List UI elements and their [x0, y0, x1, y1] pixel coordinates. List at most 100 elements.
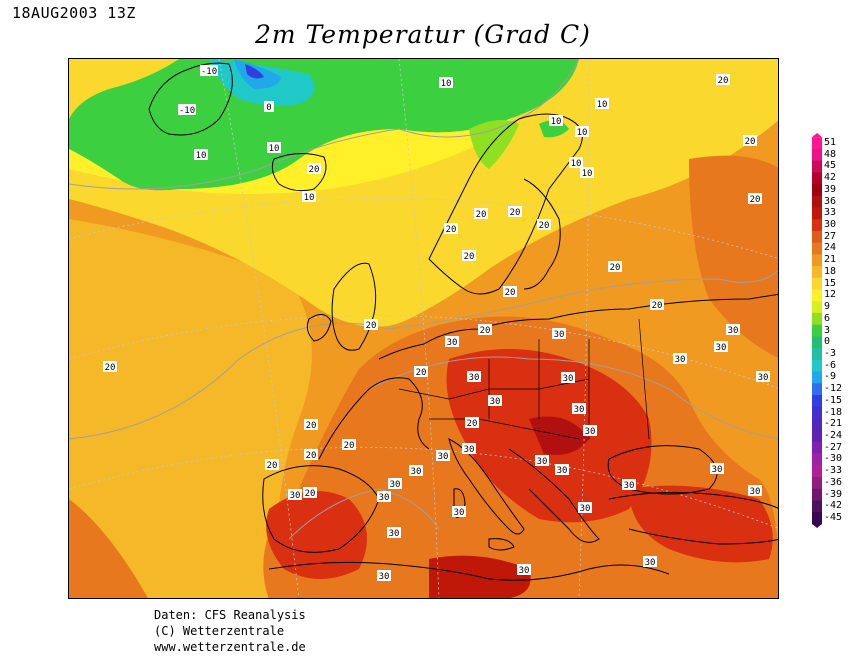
svg-text:20: 20 [267, 461, 278, 471]
svg-text:30: 30 [750, 487, 761, 497]
contour-label: 20 [462, 250, 476, 262]
contour-label: 20 [265, 459, 279, 471]
timestamp: 18AUG2003 13Z [12, 4, 136, 22]
legend-swatch [812, 184, 822, 197]
contour-label-group: -10 -10 0 10 10 10 20 10 10 10 10 10 10 … [103, 65, 770, 582]
field-sw-warm [69, 499, 148, 598]
svg-text:20: 20 [718, 76, 729, 86]
legend-tick-label: 51 [824, 137, 837, 148]
svg-text:-10: -10 [179, 106, 195, 116]
contour-label: 20 [304, 419, 318, 431]
legend-tick-label: 42 [824, 172, 837, 184]
svg-text:30: 30 [379, 572, 390, 582]
svg-text:30: 30 [554, 330, 565, 340]
legend-tick-label: -36 [824, 476, 843, 488]
contour-label: 10 [580, 167, 594, 179]
svg-text:30: 30 [454, 508, 465, 518]
svg-text:20: 20 [306, 451, 317, 461]
svg-text:20: 20 [309, 165, 320, 175]
legend-swatch [812, 148, 822, 162]
contour-label: 30 [387, 527, 401, 539]
legend-swatch [812, 266, 822, 279]
legend-tick-label: -42 [824, 500, 843, 512]
contour-label: 30 [578, 502, 592, 514]
legend-swatch [812, 359, 822, 373]
contour-label: 30 [409, 465, 423, 477]
legend-tick-label: 3 [824, 324, 831, 336]
svg-text:10: 10 [304, 193, 315, 203]
svg-text:30: 30 [557, 466, 568, 476]
contour-label: 30 [555, 464, 569, 476]
svg-text:10: 10 [582, 169, 593, 179]
legend-tick-label: -12 [824, 383, 843, 395]
legend-swatch [812, 289, 822, 302]
legend-tick-label: 45 [824, 160, 837, 172]
contour-label: -10 [200, 65, 218, 77]
contour-label: 20 [103, 361, 117, 373]
field-yellow-nw [69, 59, 179, 119]
contour-label: 20 [304, 449, 318, 461]
legend-tick-label: -18 [824, 406, 843, 418]
legend-swatch [812, 453, 822, 466]
contour-label: 10 [439, 77, 453, 89]
legend-swatch [812, 418, 822, 431]
contour-label: 30 [535, 455, 549, 467]
contour-label: 20 [342, 439, 356, 451]
legend-swatch [812, 406, 822, 419]
legend-tick-label: 15 [824, 277, 837, 289]
contour-label: 30 [673, 353, 687, 365]
coastlines [148, 62, 778, 581]
legend-swatch [812, 324, 822, 337]
legend-swatch [812, 476, 822, 490]
svg-text:30: 30 [411, 467, 422, 477]
contour-label: 30 [462, 443, 476, 455]
contour-label: 20 [650, 299, 664, 311]
svg-text:30: 30 [469, 373, 480, 383]
legend-tick-label: -24 [824, 429, 843, 441]
legend-swatch [812, 207, 822, 220]
legend-swatch [812, 512, 822, 525]
contour-label: 10 [595, 98, 609, 110]
svg-text:20: 20 [305, 489, 316, 499]
contour-label: 30 [436, 450, 450, 462]
contour-label: 10 [549, 115, 563, 127]
svg-text:20: 20 [344, 441, 355, 451]
contour-label: 30 [552, 328, 566, 340]
legend-swatch [812, 219, 822, 232]
temperature-map: -10 -10 0 10 10 10 20 10 10 10 10 10 10 … [68, 58, 779, 599]
contour-label: 30 [288, 489, 302, 501]
svg-text:30: 30 [624, 481, 635, 491]
contour-label: 20 [465, 417, 479, 429]
contour-label: 10 [569, 157, 583, 169]
legend-swatch [812, 254, 822, 267]
contour-label: 30 [467, 371, 481, 383]
contour-label: 20 [444, 223, 458, 235]
legend-swatch [812, 242, 822, 255]
svg-text:30: 30 [438, 452, 449, 462]
legend-tick-label: -15 [824, 394, 843, 406]
contour-label: 30 [726, 324, 740, 336]
svg-text:30: 30 [563, 374, 574, 384]
contour-label: 20 [474, 208, 488, 220]
legend-tick-label: 27 [824, 230, 837, 242]
svg-text:20: 20 [610, 263, 621, 273]
legend-tick-label: 12 [824, 289, 837, 301]
legend-swatch [812, 383, 822, 396]
credit-website: www.wetterzentrale.de [154, 640, 306, 654]
legend-swatch [812, 195, 822, 208]
legend-tick-label: 36 [824, 195, 837, 207]
svg-text:20: 20 [745, 137, 756, 147]
legend-swatch [812, 394, 822, 408]
contour-label: 20 [364, 319, 378, 331]
contour-label: 10 [267, 142, 281, 154]
legend-tick-label: 24 [824, 242, 837, 254]
legend-swatch [812, 312, 822, 326]
legend-tick-label: 39 [824, 183, 837, 195]
svg-text:30: 30 [645, 558, 656, 568]
legend-tick-label: 48 [824, 148, 837, 160]
legend-tick-label: -45 [824, 512, 843, 523]
legend-tick-label: 21 [824, 254, 837, 266]
legend-tick-label: -3 [824, 347, 837, 359]
svg-text:30: 30 [580, 504, 591, 514]
svg-text:10: 10 [551, 117, 562, 127]
